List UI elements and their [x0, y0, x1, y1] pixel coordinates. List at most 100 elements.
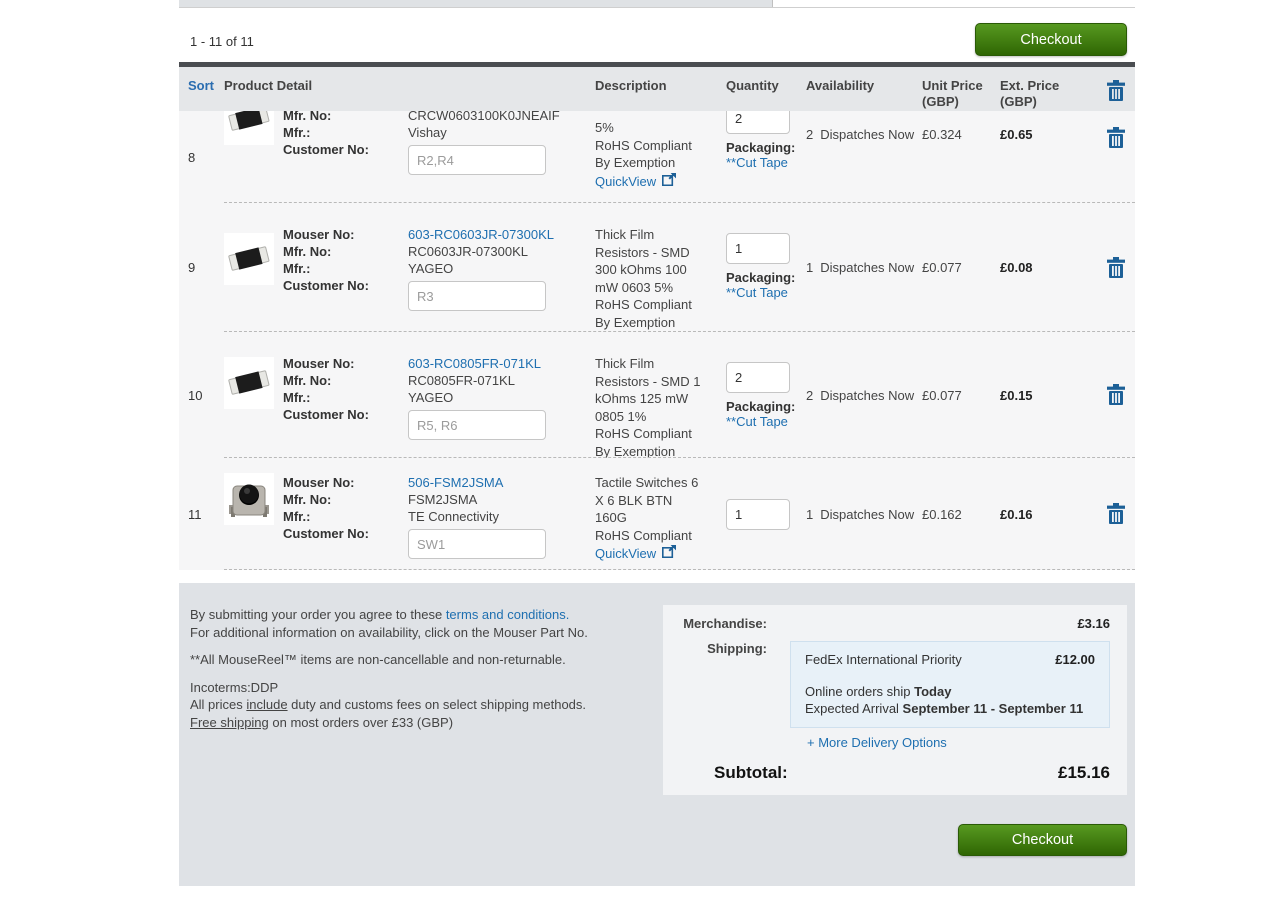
- mouser-no-link[interactable]: 603-RC0603JR-07300KL: [408, 227, 554, 242]
- merchandise-label: Merchandise:: [683, 616, 767, 631]
- delete-row-trash-icon[interactable]: [1106, 127, 1126, 149]
- product-values: CRCW0603100K0JNEAIF Vishay: [399, 111, 574, 203]
- unit-price-header: Unit Price (GBP): [922, 78, 983, 109]
- description-header: Description: [595, 78, 667, 93]
- more-delivery-options-link[interactable]: + More Delivery Options: [807, 735, 947, 750]
- availability-cell: 2 Dispatches Now: [806, 127, 915, 142]
- mfr-no-value: RC0805FR-071KL: [408, 373, 515, 388]
- ext-price-cell: £0.15: [1000, 387, 1033, 403]
- mfr-value: TE Connectivity: [408, 509, 500, 524]
- product-description: 5% RoHS Compliant By Exemption QuickView: [595, 120, 692, 191]
- order-summary: Merchandise: £3.16 Shipping: FedEx Inter…: [663, 605, 1127, 795]
- shipping-method-name: FedEx International Priority: [805, 652, 962, 667]
- quickview-link[interactable]: QuickView: [595, 546, 657, 561]
- mfr-no-value: RC0603JR-07300KL: [408, 244, 528, 259]
- mfr-no-value: FSM2JSMA: [408, 492, 478, 507]
- unit-price-cell: £0.077: [922, 260, 962, 275]
- cart-toolbar: 1 - 11 of 11 Checkout: [179, 8, 1135, 62]
- availability-header: Availability: [806, 78, 875, 93]
- customer-no-input[interactable]: [408, 410, 546, 440]
- product-labels: Mfr. No: Mfr.: Customer No:: [283, 111, 369, 157]
- quickview-link[interactable]: QuickView: [595, 173, 657, 189]
- checkout-button-bottom[interactable]: Checkout: [958, 824, 1127, 856]
- mfr-no-value: CRCW0603100K0JNEAIF: [408, 111, 560, 123]
- product-values: 603-RC0805FR-071KL RC0805FR-071KL YAGEO: [399, 332, 574, 458]
- ext-price-cell: £0.65: [1000, 127, 1033, 142]
- product-description: Thick Film Resistors - SMD 300 kOhms 100…: [574, 203, 706, 348]
- results-count: 1 - 11 of 11: [190, 34, 254, 49]
- availability-note: For additional information on availabili…: [190, 624, 588, 640]
- table-row: 9 Mouser No: Mfr. No: Mfr.: Customer No:…: [179, 203, 1135, 348]
- arrival-line: Expected Arrival September 11 - Septembe…: [805, 701, 1084, 716]
- delete-row-trash-icon[interactable]: [1106, 503, 1126, 525]
- row-sort-number: 9: [188, 260, 196, 275]
- cut-tape-link[interactable]: **Cut Tape: [726, 414, 788, 429]
- row-separator: [224, 569, 1135, 570]
- cut-tape-link[interactable]: **Cut Tape: [726, 285, 788, 300]
- packaging-label: Packaging:: [726, 270, 796, 285]
- ext-price-cell: £0.08: [1000, 260, 1033, 275]
- unit-price-cell: £0.324: [922, 127, 962, 142]
- tab-remnant: [179, 0, 773, 7]
- shipping-method-box: FedEx International Priority £12.00 Onli…: [790, 641, 1110, 728]
- customer-no-input[interactable]: [408, 145, 546, 175]
- table-header: Sort Product Detail Description Quantity…: [179, 67, 1135, 111]
- product-detail-header: Product Detail: [224, 78, 313, 93]
- availability-cell: 1 Dispatches Now: [806, 260, 915, 275]
- table-row: 10 Mouser No: Mfr. No: Mfr.: Customer No…: [179, 332, 1135, 477]
- availability-cell: 2 Dispatches Now: [806, 387, 915, 403]
- shipping-price: £12.00: [1055, 652, 1095, 667]
- row-separator: [224, 457, 1135, 458]
- delete-all-trash-icon[interactable]: [1106, 80, 1126, 111]
- quantity-input[interactable]: [726, 233, 790, 264]
- product-labels: Mouser No: Mfr. No: Mfr.: Customer No:: [283, 475, 369, 541]
- free-shipping-note: Free shipping on most orders over £33 (G…: [190, 714, 454, 730]
- cut-tape-link[interactable]: **Cut Tape: [726, 155, 788, 170]
- ship-date-line: Online orders ship Today: [805, 684, 952, 699]
- product-labels: Mouser No: Mfr. No: Mfr.: Customer No:: [283, 227, 369, 293]
- ext-price-header: Ext. Price (GBP): [1000, 78, 1060, 109]
- row-sort-number: 8: [188, 149, 196, 165]
- quantity-input[interactable]: [726, 362, 790, 393]
- product-description: Tactile Switches 6 X 6 BLK BTN 160G RoHS…: [595, 475, 699, 563]
- product-values: 603-RC0603JR-07300KL RC0603JR-07300KL YA…: [399, 203, 574, 332]
- free-shipping-link[interactable]: Free shipping: [190, 714, 269, 730]
- mfr-value: YAGEO: [408, 390, 454, 405]
- packaging-label: Packaging:: [726, 399, 796, 414]
- shipping-label: Shipping:: [707, 641, 767, 656]
- row-separator: [224, 202, 1135, 203]
- mouser-no-link[interactable]: 506-FSM2JSMA: [408, 475, 504, 490]
- quantity-input[interactable]: [726, 498, 790, 530]
- incoterms-note: Incoterms:DDP: [190, 679, 279, 695]
- cart-page: 1 - 11 of 11 Checkout Sort Product Detai…: [179, 0, 1135, 886]
- row-separator: [224, 331, 1135, 332]
- customer-no-input[interactable]: [408, 281, 546, 311]
- delete-row-trash-icon[interactable]: [1106, 384, 1126, 406]
- row-sort-number: 10: [188, 387, 203, 403]
- cart-footer: By submitting your order you agree to th…: [179, 583, 1135, 886]
- product-description: Thick Film Resistors - SMD 1 kOhms 125 m…: [574, 332, 706, 477]
- mfr-value: YAGEO: [408, 261, 454, 276]
- product-image-switch: [224, 473, 274, 525]
- external-link-icon: [662, 544, 677, 563]
- table-row: 8 Mfr. No: Mfr.: Customer No: CRCW060310…: [179, 111, 1135, 203]
- quantity-input[interactable]: [726, 111, 790, 134]
- product-image-resistor: [224, 233, 274, 285]
- subtotal-value: £15.16: [1058, 763, 1110, 782]
- product-image-resistor: [224, 357, 274, 409]
- mouser-no-link[interactable]: 603-RC0805FR-071KL: [408, 356, 541, 371]
- ext-price-cell: £0.16: [1000, 506, 1033, 522]
- terms-block: By submitting your order you agree to th…: [190, 606, 670, 731]
- quantity-header: Quantity: [726, 78, 779, 93]
- delete-row-trash-icon[interactable]: [1106, 256, 1126, 279]
- customer-no-input[interactable]: [408, 529, 546, 559]
- sort-header-link[interactable]: Sort: [188, 78, 214, 93]
- external-link-icon: [662, 172, 677, 191]
- unit-price-cell: £0.162: [922, 506, 962, 522]
- checkout-button-top[interactable]: Checkout: [975, 23, 1127, 56]
- subtotal-label: Subtotal:: [714, 763, 788, 782]
- row-sort-number: 11: [188, 506, 202, 522]
- terms-and-conditions-link[interactable]: terms and conditions.: [445, 607, 570, 622]
- merchandise-value: £3.16: [1077, 616, 1110, 631]
- packaging-label: Packaging:: [726, 140, 796, 155]
